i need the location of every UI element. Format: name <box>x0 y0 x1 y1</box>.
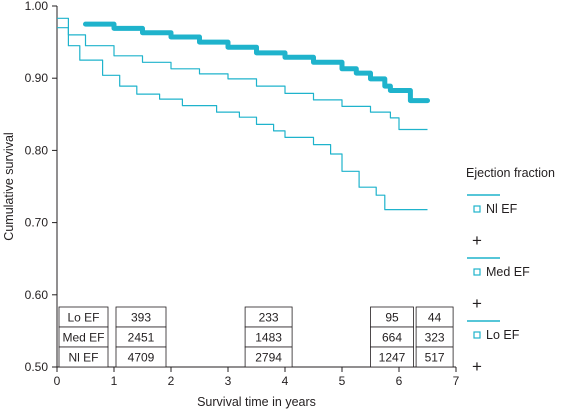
risk-row-label-box <box>58 346 109 368</box>
risk-row-label: Lo EF <box>67 311 99 325</box>
x-axis-title: Survival time in years <box>197 395 316 409</box>
risk-cell-box <box>115 346 167 368</box>
risk-cell-value: 95 <box>385 311 399 325</box>
risk-cell-value: 517 <box>425 351 445 365</box>
x-tick-label: 7 <box>453 374 460 388</box>
legend-marker-med-ef <box>473 268 481 276</box>
x-tick-label: 2 <box>168 374 175 388</box>
risk-cell-value: 2794 <box>255 351 282 365</box>
risk-cell-value: 323 <box>425 331 445 345</box>
risk-cell-box <box>244 346 293 368</box>
risk-row-label: Med EF <box>62 331 104 345</box>
y-tick-label: 0.80 <box>25 143 49 157</box>
legend-censor-symbol: + <box>472 231 482 250</box>
risk-table: Lo EF 393 233 95 44 Med EF 2451 1483 664 323 Nl EF… <box>58 306 454 368</box>
legend-label-lo-ef: Lo EF <box>486 328 520 342</box>
risk-cell-value: 1247 <box>379 351 406 365</box>
x-tick-label: 1 <box>111 374 118 388</box>
y-axis-title: Cumulative survival <box>2 132 16 240</box>
risk-cell-value: 1483 <box>255 331 282 345</box>
y-tick-label: 0.70 <box>25 216 49 230</box>
y-tick-label: 1.00 <box>25 0 49 13</box>
survival-curve-med-ef <box>57 17 428 131</box>
risk-cell-box <box>370 346 414 368</box>
survival-curve-lo-ef <box>57 27 428 211</box>
y-tick-label: 0.90 <box>25 71 49 85</box>
risk-cell-value: 393 <box>131 311 151 325</box>
risk-cell-box <box>415 346 454 368</box>
y-tick-label: 0.60 <box>25 288 49 302</box>
legend-label-nl-ef: Nl EF <box>486 202 518 216</box>
legend-marker-lo-ef <box>473 331 481 339</box>
legend-label-med-ef: Med EF <box>486 265 530 279</box>
risk-cell-value: 2451 <box>128 331 155 345</box>
risk-cell-value: 44 <box>428 311 442 325</box>
survival-curve-nl-ef <box>83 21 430 104</box>
risk-cell-value: 233 <box>259 311 279 325</box>
legend-censor-symbol: + <box>472 357 482 376</box>
x-tick-label: 5 <box>339 374 346 388</box>
legend-censor-symbol: + <box>472 294 482 313</box>
risk-cell-value: 664 <box>382 331 402 345</box>
axes: 0.50 0.60 0.70 0.80 0.90 1.00 0 1 2 3 4 5 6 7 Survival… <box>2 0 460 409</box>
x-tick-label: 6 <box>396 374 403 388</box>
y-tick-label: 0.50 <box>25 360 49 374</box>
legend-marker-nl-ef <box>473 205 481 213</box>
risk-row-label: Nl EF <box>69 351 99 365</box>
legend: Ejection fraction Nl EF + Med EF + Lo EF + <box>466 166 555 376</box>
legend-title: Ejection fraction <box>466 166 555 180</box>
risk-cell-value: 4709 <box>128 351 155 365</box>
x-tick-label: 3 <box>225 374 232 388</box>
survival-curves <box>57 17 430 211</box>
x-tick-label: 4 <box>282 374 289 388</box>
x-tick-label: 0 <box>54 374 61 388</box>
